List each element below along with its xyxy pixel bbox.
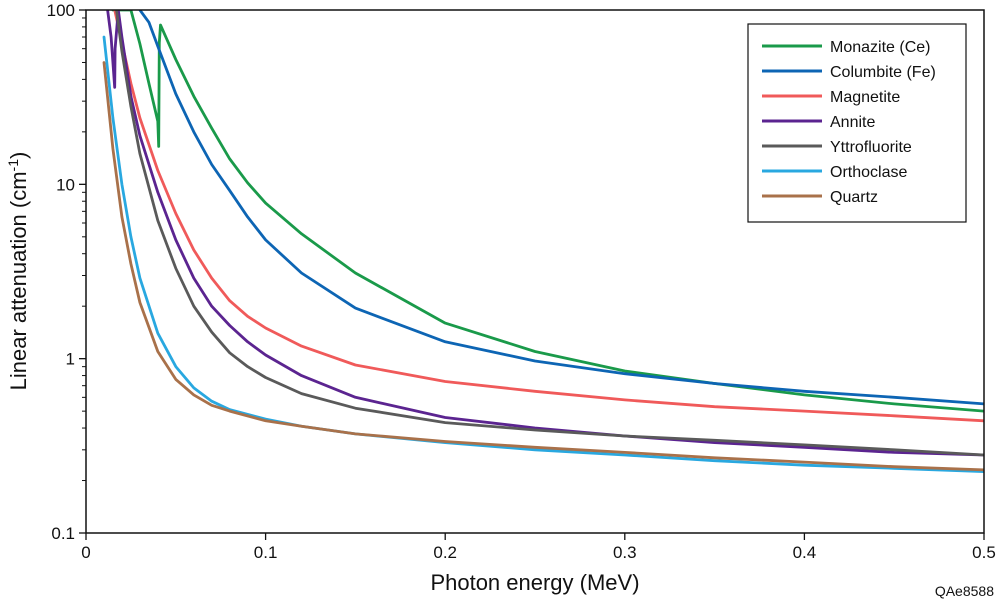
x-tick-label: 0.3 (613, 543, 637, 562)
y-axis-title-close: ) (6, 152, 31, 159)
x-tick-label: 0 (81, 543, 90, 562)
legend: Monazite (Ce) Columbite (Fe) Magnetite Anni… (747, 23, 967, 223)
series-line-quartz (102, 61, 984, 472)
x-axis-title: Photon energy (MeV) (430, 570, 639, 595)
legend-box (747, 23, 967, 223)
figure-id: QAe8588 (935, 583, 994, 599)
legend-label: Orthoclase (830, 164, 907, 181)
legend-label: Columbite (Fe) (830, 64, 936, 81)
y-axis-title-main: Linear attenuation (cm (6, 171, 31, 390)
legend-label: Quartz (830, 189, 878, 206)
x-tick-label: 0.5 (972, 543, 996, 562)
y-axis-title: Linear attenuation (cm-1) (5, 152, 31, 391)
series-line-monazite-ce (111, 10, 984, 413)
plot-frame (85, 9, 985, 534)
y-tick-label: 10 (56, 175, 75, 194)
y-tick-label: 0.1 (51, 524, 75, 543)
legend-label: Magnetite (830, 89, 900, 106)
legend-label: Yttrofluorite (830, 139, 912, 156)
y-axis-ticks: 0.1 1 10 100 (47, 1, 86, 543)
x-axis-ticks: 0 0.1 0.2 0.3 0.4 0.5 (81, 533, 996, 562)
x-tick-label: 0.4 (793, 543, 817, 562)
legend-label: Monazite (Ce) (830, 39, 930, 56)
series-layer (102, 10, 984, 474)
x-tick-label: 0.2 (433, 543, 457, 562)
y-axis-title-superscript: -1 (5, 159, 21, 172)
y-tick-label: 1 (66, 350, 75, 369)
y-tick-label: 100 (47, 1, 75, 20)
legend-label: Annite (830, 114, 875, 131)
series-line-orthoclase (102, 35, 984, 474)
series-line-columbite-fe (138, 10, 984, 406)
series-line-yttrofluorite (115, 10, 984, 457)
series-line-magnetite (113, 10, 984, 423)
x-tick-label: 0.1 (254, 543, 278, 562)
